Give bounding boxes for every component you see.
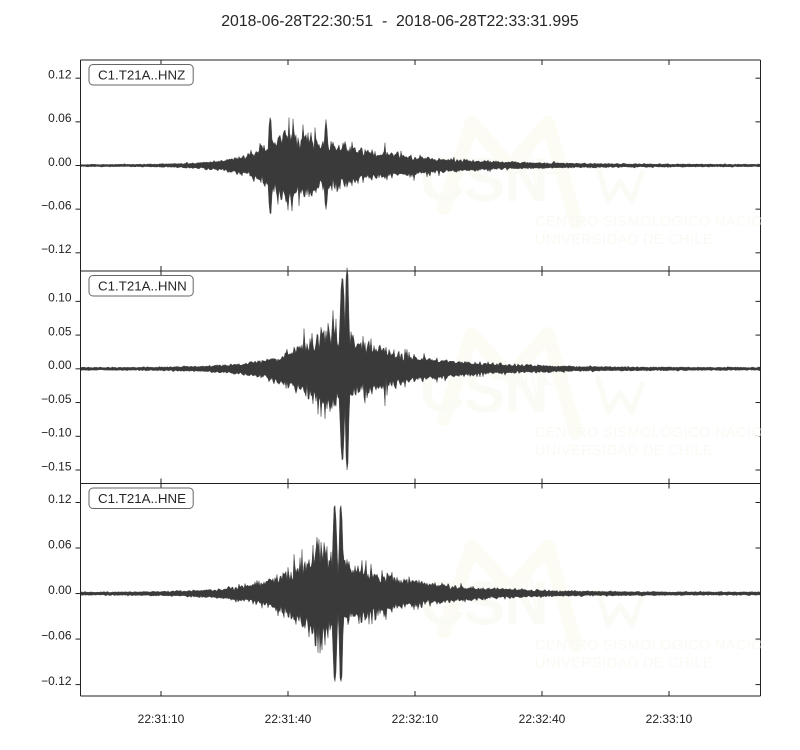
svg-text:UNIVERSIDAD DE CHILE: UNIVERSIDAD DE CHILE	[535, 656, 713, 672]
svg-text:CENTRO SISMOLÓGICO NACIONAL: CENTRO SISMOLÓGICO NACIONAL	[535, 213, 792, 230]
svg-text:C1.T21A..HNE: C1.T21A..HNE	[98, 491, 186, 506]
svg-text:0.00: 0.00	[48, 583, 72, 597]
svg-text:−0.06: −0.06	[41, 628, 72, 642]
svg-text:0.05: 0.05	[48, 324, 72, 338]
svg-text:0.10: 0.10	[48, 291, 72, 305]
svg-text:CSN: CSN	[420, 570, 548, 639]
svg-text:22:33:10: 22:33:10	[646, 712, 693, 726]
svg-text:CENTRO SISMOLÓGICO NACIONAL: CENTRO SISMOLÓGICO NACIONAL	[535, 637, 792, 654]
svg-text:−0.10: −0.10	[41, 426, 72, 440]
svg-text:UNIVERSIDAD DE CHILE: UNIVERSIDAD DE CHILE	[535, 443, 713, 459]
svg-text:CSN: CSN	[420, 146, 548, 215]
svg-text:0.06: 0.06	[48, 111, 72, 125]
svg-text:−0.06: −0.06	[41, 198, 72, 212]
svg-text:−0.05: −0.05	[41, 392, 72, 406]
svg-text:0.00: 0.00	[48, 358, 72, 372]
svg-text:−0.15: −0.15	[41, 459, 72, 473]
svg-text:−0.12: −0.12	[41, 242, 72, 256]
svg-text:UNIVERSIDAD DE CHILE: UNIVERSIDAD DE CHILE	[535, 232, 713, 248]
svg-text:C1.T21A..HNN: C1.T21A..HNN	[98, 279, 187, 294]
svg-text:22:32:10: 22:32:10	[392, 712, 439, 726]
svg-text:22:31:40: 22:31:40	[265, 712, 312, 726]
svg-text:CENTRO SISMOLÓGICO NACIONAL: CENTRO SISMOLÓGICO NACIONAL	[535, 424, 792, 441]
svg-text:0.00: 0.00	[48, 155, 72, 169]
svg-text:C1.T21A..HNZ: C1.T21A..HNZ	[98, 68, 185, 83]
svg-text:0.06: 0.06	[48, 537, 72, 551]
svg-text:−0.12: −0.12	[41, 674, 72, 688]
svg-text:0.12: 0.12	[48, 492, 72, 506]
svg-text:22:32:40: 22:32:40	[519, 712, 566, 726]
svg-text:22:31:10: 22:31:10	[138, 712, 185, 726]
svg-text:0.12: 0.12	[48, 67, 72, 81]
